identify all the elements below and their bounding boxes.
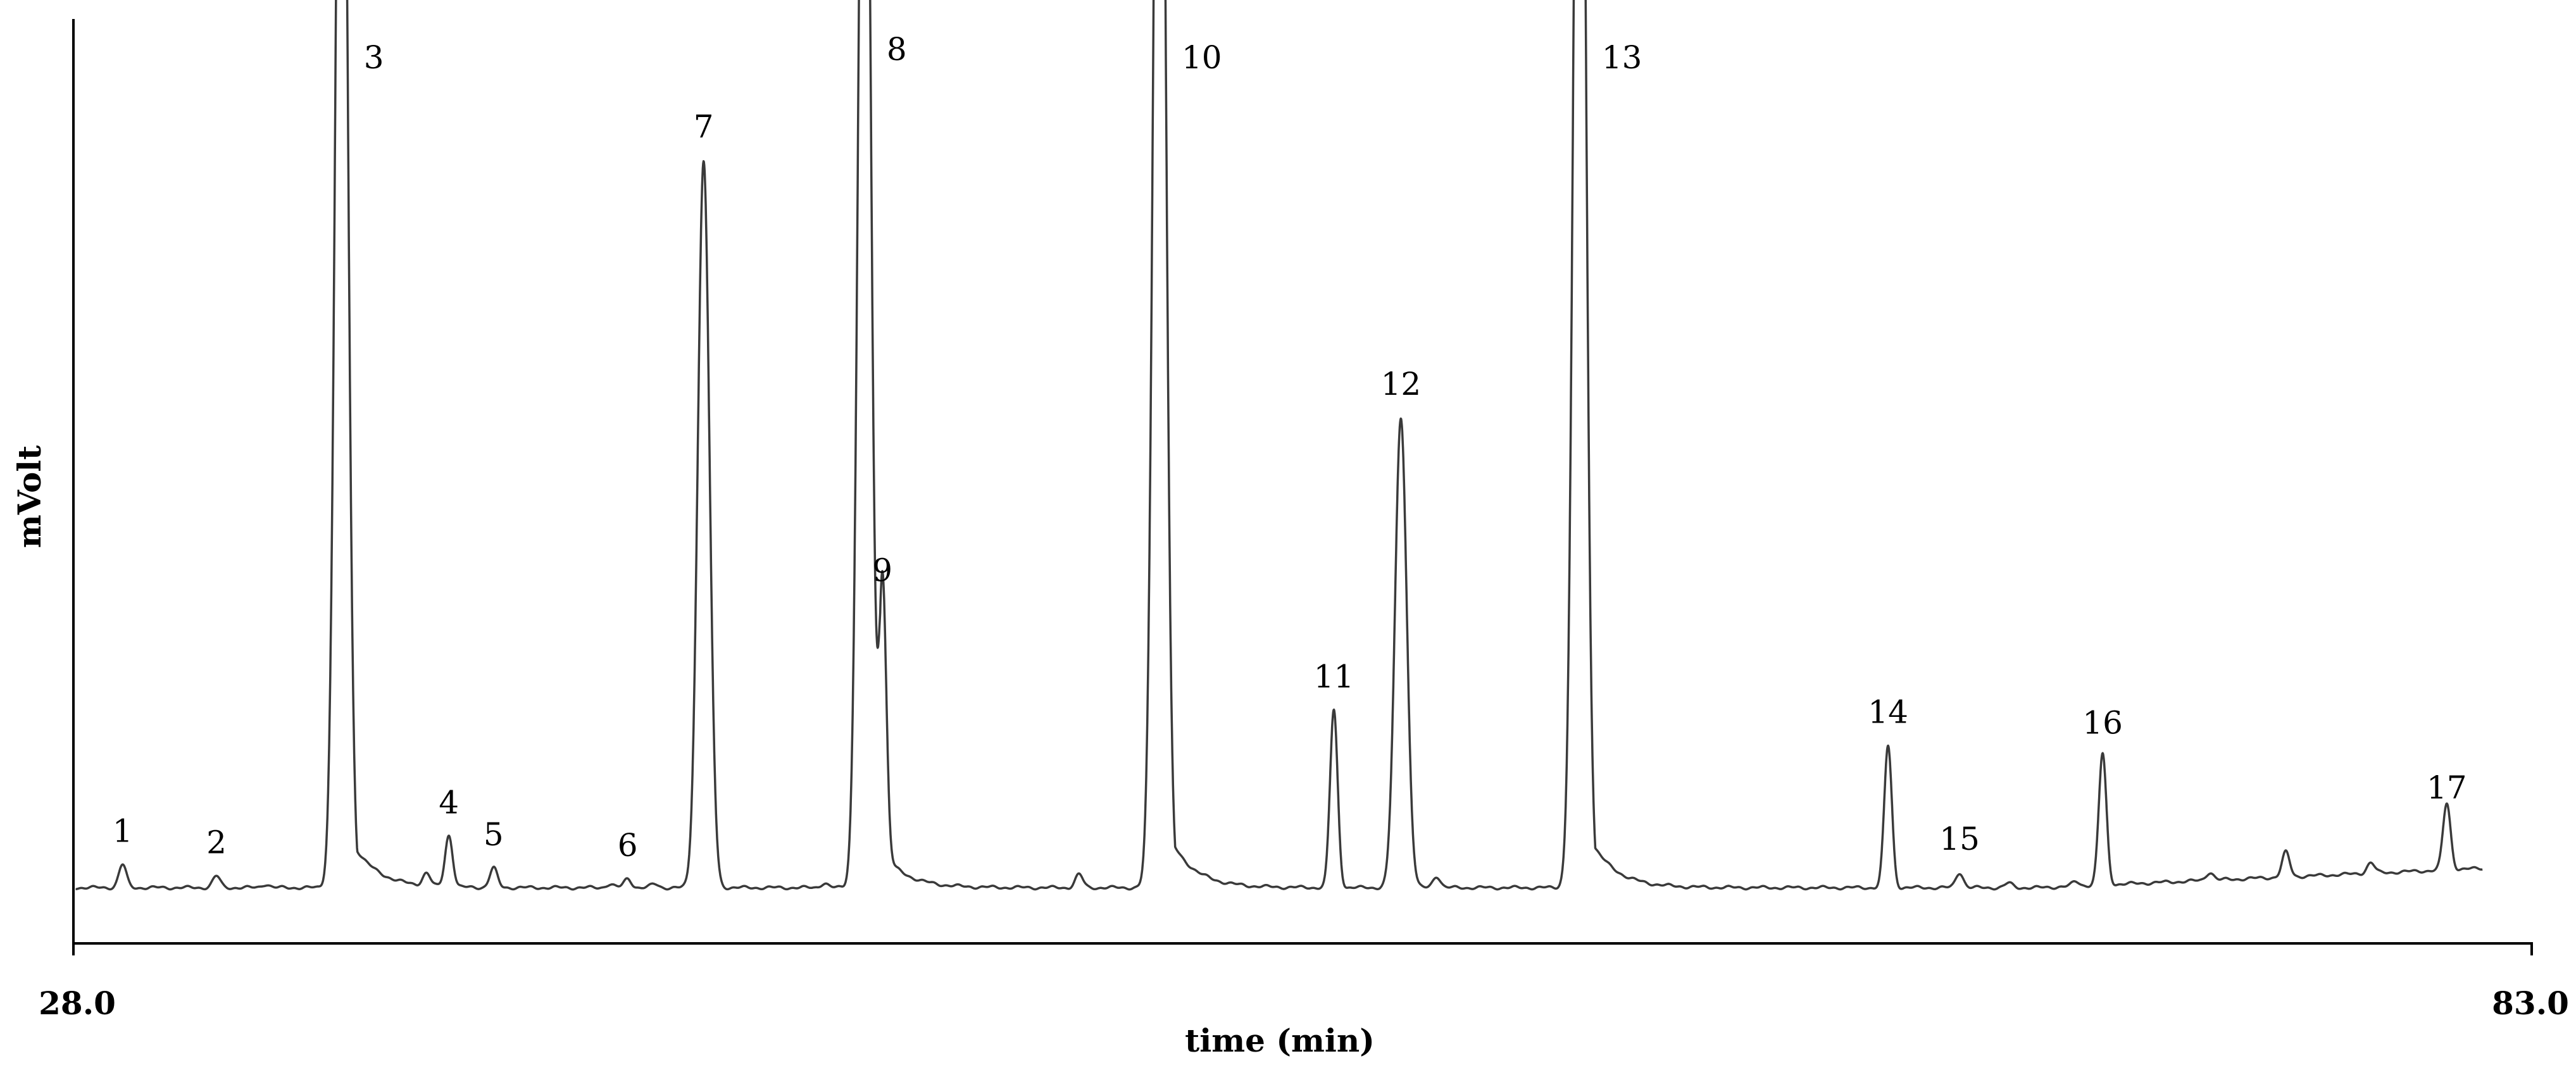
y-axis-title: mVolt [11, 445, 48, 549]
x-tick-label-start: 28.0 [39, 985, 116, 1022]
peak-label-9: 9 [872, 552, 892, 588]
peak-label-3: 3 [364, 39, 384, 76]
peak-label-11: 11 [1314, 659, 1354, 695]
chromatogram-trace [75, 0, 2484, 891]
peak-label-10: 10 [1182, 39, 1222, 76]
peak-label-5: 5 [484, 816, 504, 853]
peak-label-8: 8 [887, 31, 907, 68]
peak-label-15: 15 [1939, 821, 1980, 857]
x-axis-title: time (min) [1185, 1022, 1375, 1059]
x-tick-label-end: 83.0 [2492, 985, 2569, 1022]
peak-label-12: 12 [1381, 366, 1422, 402]
peak-label-7: 7 [694, 108, 714, 145]
peak-label-2: 2 [206, 824, 227, 861]
peak-label-17: 17 [2427, 769, 2467, 806]
peak-label-13: 13 [1602, 39, 1642, 76]
peak-label-4: 4 [439, 785, 459, 821]
peak-label-14: 14 [1868, 694, 1908, 731]
peak-label-16: 16 [2082, 704, 2123, 741]
peak-label-1: 1 [113, 813, 133, 850]
peak-label-6: 6 [618, 827, 638, 864]
